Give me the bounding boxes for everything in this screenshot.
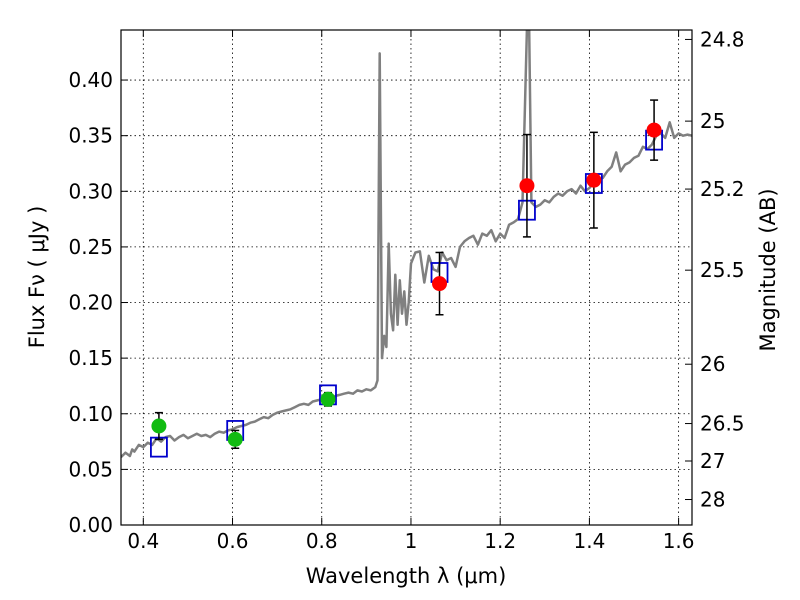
model-sed-line (121, 30, 692, 458)
x-axis-label: Wavelength λ (μm) (306, 564, 507, 588)
x-tick-label: 0.8 (306, 529, 338, 553)
y2-tick-label: 25.5 (700, 258, 745, 282)
observed-optical-point (227, 431, 243, 447)
x-tick-label: 0.4 (127, 529, 159, 553)
y-tick-label: 0.40 (68, 68, 113, 92)
observed-optical-point (151, 418, 167, 434)
y-tick-label: 0.05 (68, 457, 113, 481)
y2-tick-label: 26.5 (700, 412, 745, 436)
y2-tick-label: 25.2 (700, 177, 745, 201)
observed-nir-point (519, 178, 535, 194)
axes: 0.4 0.6 0.8 1 1.2 1.4 1.6 0.00 0.05 0.10 0.15 0.20 0… (68, 27, 744, 553)
y-tick-label: 0.00 (68, 513, 113, 537)
y-tick-label: 0.25 (68, 235, 113, 259)
grid (121, 30, 692, 525)
y2-tick-label: 28 (700, 488, 725, 512)
x-tick-label: 1.4 (573, 529, 605, 553)
x-tick-label: 1.2 (484, 529, 516, 553)
y-axis-label: Flux Fν ( μJy ) (25, 206, 49, 349)
y-tick-label: 0.20 (68, 291, 113, 315)
y-tick-label: 0.10 (68, 402, 113, 426)
plot-area (121, 30, 692, 458)
observed-nir-point (432, 276, 448, 292)
x-tick-label: 1.6 (663, 529, 695, 553)
observed-nir-point (586, 172, 602, 188)
x-tick-label: 1 (405, 529, 418, 553)
y2-tick-label: 27 (700, 449, 725, 473)
observed-optical-point (320, 391, 336, 407)
y2-tick-label: 25 (700, 109, 725, 133)
y2-tick-label: 24.8 (700, 27, 745, 51)
x-tick-label: 0.6 (217, 529, 249, 553)
y2-axis-label: Magnitude (AB) (756, 188, 780, 351)
y-tick-label: 0.35 (68, 124, 113, 148)
plot-frame (120, 29, 693, 526)
y-tick-label: 0.15 (68, 346, 113, 370)
y2-tick-label: 26 (700, 352, 725, 376)
observed-nir-point (646, 122, 662, 138)
y-tick-label: 0.30 (68, 179, 113, 203)
